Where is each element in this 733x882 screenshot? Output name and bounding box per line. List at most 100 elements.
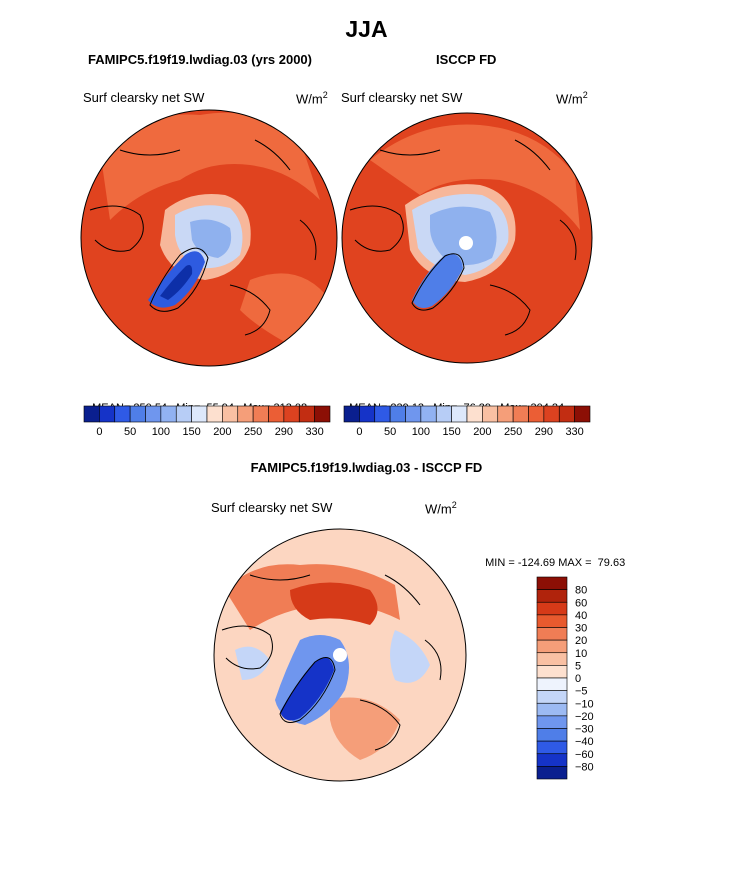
- colorbar-swatch: [574, 405, 591, 423]
- colorbar-tick-label: 20: [575, 635, 587, 647]
- colorbar-tick-label: −80: [575, 761, 594, 773]
- colorbar-swatch: [145, 405, 162, 423]
- colorbar-swatch: [497, 405, 514, 423]
- colorbar-swatch: [536, 766, 568, 780]
- colorbar-swatch: [99, 405, 116, 423]
- colorbar-swatch: [528, 405, 545, 423]
- colorbar-tick-label: −30: [575, 724, 594, 736]
- coastlines: [221, 574, 442, 751]
- units-base: W/m: [425, 501, 452, 517]
- diff-stats: MIN = -124.69 MAX = 79.63: [479, 545, 625, 569]
- colorbar-swatch: [536, 627, 568, 641]
- colorbar-swatch: [175, 405, 192, 423]
- colorbar-tick-label: 10: [575, 648, 587, 660]
- colorbar-swatch: [536, 690, 568, 704]
- colorbar-tick-label: 100: [152, 426, 170, 438]
- colorbar-tick-label: −5: [575, 686, 588, 698]
- greenland-core: [160, 265, 193, 300]
- panel-2-variable: Surf clearsky net SW: [341, 90, 463, 105]
- map-panel-2: [342, 113, 592, 363]
- colorbar-tick-label: 150: [182, 426, 200, 438]
- colorbar-tick-label: 330: [305, 426, 323, 438]
- colorbar-tick-label: 40: [575, 610, 587, 622]
- colorbar-swatch: [237, 405, 254, 423]
- colorbar-swatch: [536, 589, 568, 603]
- colorbar-swatch: [374, 405, 391, 423]
- panel-2-units: W/m2: [556, 90, 588, 106]
- diff-panel-units: W/m2: [425, 500, 457, 516]
- colorbar-swatch: [114, 405, 131, 423]
- colorbar-swatch: [536, 740, 568, 755]
- colorbar-tick-label: 50: [384, 426, 396, 438]
- ice-mid-zone: [430, 206, 497, 266]
- colorbar-swatch: [536, 728, 568, 742]
- colorbar-tick-label: 200: [213, 426, 231, 438]
- greenland-field: [280, 657, 334, 721]
- colorbar-swatch: [558, 405, 575, 423]
- colorbar-tick-label: 100: [412, 426, 430, 438]
- colorbar-tick-label: 5: [575, 660, 581, 672]
- colorbar-tick-label: 250: [244, 426, 262, 438]
- units-exponent: 2: [322, 90, 328, 100]
- colorbar-swatch: [359, 405, 376, 423]
- colorbar-tick-label: 290: [535, 426, 553, 438]
- colorbar-tick-label: 50: [124, 426, 136, 438]
- panel-1-variable: Surf clearsky net SW: [83, 90, 205, 105]
- panel-1-units: W/m2: [296, 90, 328, 106]
- colorbar-tick-label: −60: [575, 749, 594, 761]
- colorbar-swatch: [536, 639, 568, 654]
- coastlines: [349, 139, 577, 336]
- colorbar-swatch: [405, 405, 422, 423]
- colorbar-swatch: [536, 652, 568, 666]
- colorbar-swatch: [314, 405, 331, 423]
- figure-title: JJA: [345, 16, 388, 42]
- colorbar-tick-label: 290: [275, 426, 293, 438]
- positive-zone: [330, 697, 400, 760]
- colorbar-tick-label: 330: [565, 426, 583, 438]
- units-base: W/m: [556, 91, 583, 107]
- colorbar-swatch: [536, 576, 568, 590]
- panel-1-title: FAMIPC5.f19f19.lwdiag.03 (yrs 2000): [88, 52, 312, 67]
- colorbar-swatch: [129, 405, 146, 423]
- colorbar-tick-label: −20: [575, 711, 594, 723]
- land-shading: [100, 112, 320, 220]
- colorbar-swatch: [512, 405, 529, 423]
- colorbar-swatch: [536, 601, 568, 616]
- colorbar-tick-label: −40: [575, 736, 594, 748]
- positive-zone: [290, 582, 378, 625]
- max-label: MAX =: [558, 557, 592, 569]
- colorbar-swatch: [466, 405, 483, 423]
- coastlines: [89, 139, 317, 336]
- colorbar-tick-label: 60: [575, 597, 587, 609]
- colorbar-swatch: [191, 405, 208, 423]
- colorbar-swatch: [536, 665, 568, 679]
- colorbar-tick-label: 0: [96, 426, 102, 438]
- diff-panel-variable: Surf clearsky net SW: [211, 500, 333, 515]
- colorbar-tick-label: −10: [575, 698, 594, 710]
- colorbar-swatch: [343, 405, 360, 423]
- units-exponent: 2: [582, 90, 588, 100]
- map-panel-diff: [214, 529, 466, 781]
- min-value: -124.69: [517, 557, 556, 569]
- colorbar-swatch: [435, 405, 452, 423]
- colorbar-panel-2: 0 50 100 150 200 250 290 330: [343, 405, 591, 438]
- colorbar-swatch: [252, 405, 269, 423]
- negative-zone: [390, 630, 430, 683]
- negative-zone: [235, 646, 270, 680]
- colorbar-tick-label: 200: [473, 426, 491, 438]
- colorbar-swatch: [283, 405, 300, 423]
- colorbar-swatch: [420, 405, 437, 423]
- ice-mid-zone: [190, 219, 232, 258]
- colorbar-tick-label: 30: [575, 623, 587, 635]
- land-shading: [370, 124, 580, 230]
- colorbar-swatch: [536, 677, 568, 691]
- colorbar-swatch: [83, 405, 100, 423]
- map-boundary: [80, 109, 338, 367]
- colorbar-tick-label: 0: [575, 673, 581, 685]
- map-boundary: [341, 112, 593, 364]
- polar-gap: [333, 648, 347, 662]
- units-base: W/m: [296, 91, 323, 107]
- colorbar-swatch: [536, 715, 568, 729]
